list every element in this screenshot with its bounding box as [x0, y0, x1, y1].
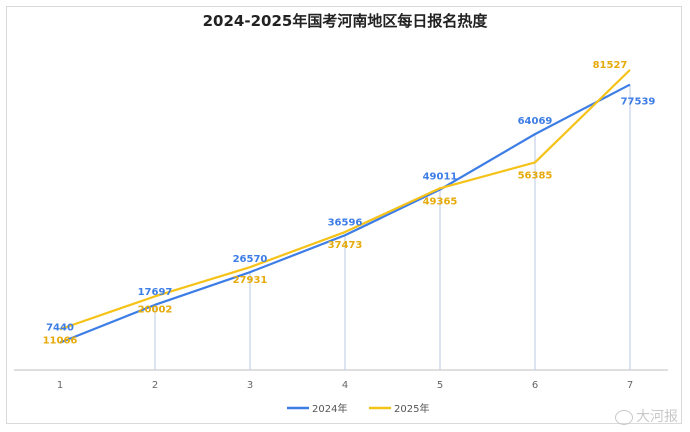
- chart-frame: [6, 6, 682, 424]
- legend-label-2025: 2025年: [394, 402, 429, 415]
- chart-title: 2024-2025年国考河南地区每日报名热度: [202, 12, 488, 30]
- data-label-2024: 77539: [621, 97, 656, 108]
- data-label-2025: 81527: [593, 60, 628, 71]
- data-label-2024: 17697: [138, 287, 173, 298]
- data-label-2025: 20002: [138, 304, 173, 315]
- x-tick-label: 7: [627, 380, 633, 391]
- data-label-2024: 64069: [518, 116, 553, 127]
- data-label-2024: 26570: [233, 254, 268, 265]
- legend-label-2024: 2024年: [312, 402, 347, 415]
- weibo-icon: [615, 409, 633, 425]
- data-label-2025: 49365: [423, 196, 458, 207]
- x-tick-label: 3: [247, 380, 253, 391]
- data-label-2025: 11066: [43, 335, 78, 346]
- x-tick-label: 1: [57, 380, 63, 391]
- x-tick-label: 6: [532, 380, 538, 391]
- data-label-2024: 49011: [423, 172, 458, 183]
- x-tick-label: 2: [152, 380, 158, 391]
- data-label-2024: 36596: [328, 217, 363, 228]
- watermark-text: 大河报: [636, 409, 678, 425]
- watermark: 大河报: [615, 406, 678, 426]
- data-label-2024: 7440: [46, 323, 74, 334]
- data-label-2025: 27931: [233, 275, 268, 286]
- data-label-2025: 56385: [518, 170, 553, 181]
- x-tick-label: 5: [437, 380, 443, 391]
- data-label-2025: 37473: [328, 240, 363, 251]
- x-tick-label: 4: [342, 380, 348, 391]
